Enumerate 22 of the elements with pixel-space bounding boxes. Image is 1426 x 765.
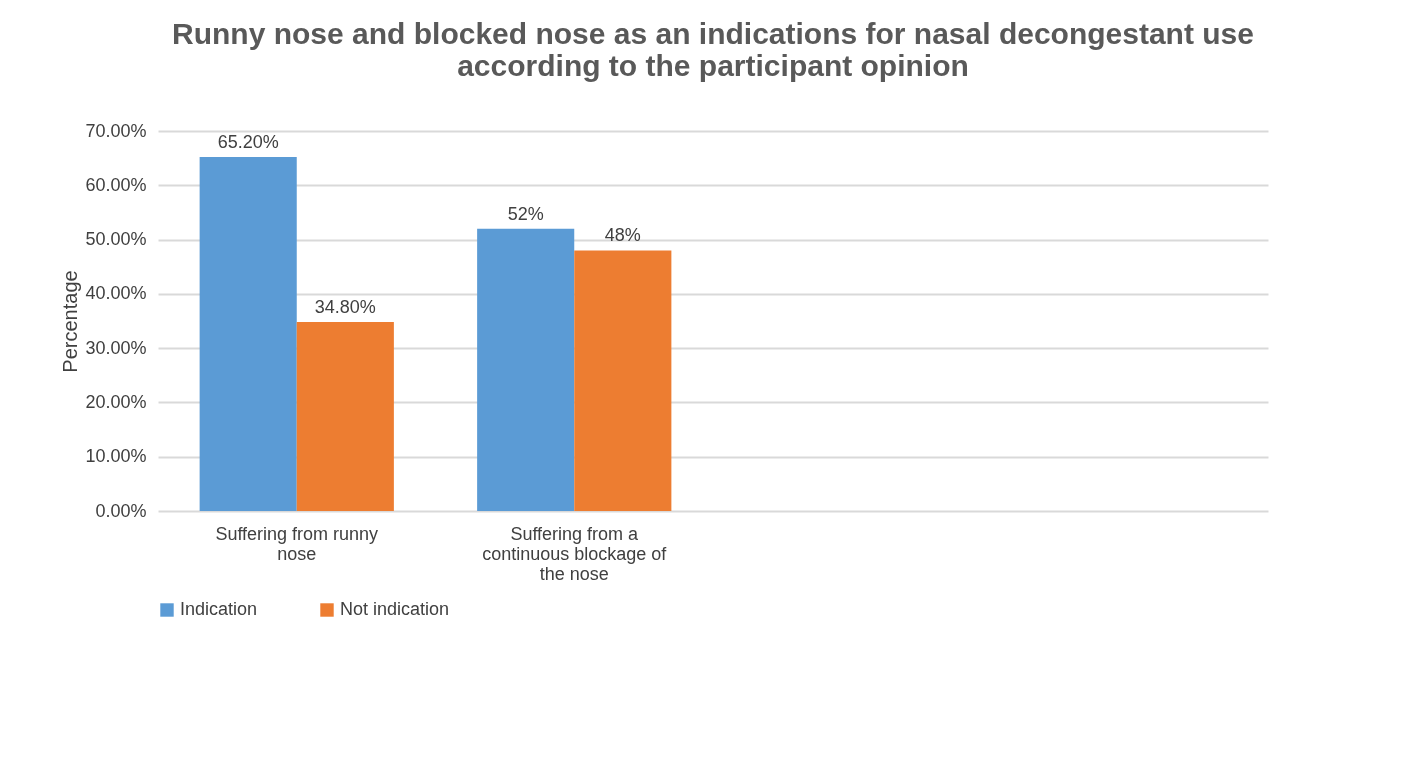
legend-label: Not indication [340, 599, 450, 619]
data-label: 65.20% [217, 132, 279, 153]
y-tick-label: 0.00% [95, 500, 147, 521]
bar [574, 250, 672, 511]
y-tick-label: 20.00% [85, 391, 147, 412]
x-tick-label: Suffering from a continuous blockage of the nose [482, 523, 668, 584]
data-label: 48% [604, 225, 641, 246]
bar [477, 228, 575, 511]
y-tick-label: 60.00% [85, 174, 147, 195]
x-tick-label: Suffering from runny nose [215, 523, 379, 564]
y-tick-label: 50.00% [85, 229, 147, 250]
y-tick-label: 10.00% [85, 446, 147, 467]
chart-title: Runny nose and blocked nose as an indications for nasal decongestant use according to the participant opinion [172, 17, 1254, 82]
y-tick-label: 70.00% [85, 120, 147, 141]
bar [296, 322, 394, 511]
y-tick-label: 30.00% [85, 337, 147, 358]
data-label: 52% [507, 203, 544, 224]
data-label: 34.80% [314, 297, 376, 318]
legend-label: Indication [180, 599, 258, 619]
bar [199, 157, 297, 511]
y-tick-label: 40.00% [85, 283, 147, 304]
y-axis-title: Percentage [59, 270, 82, 373]
